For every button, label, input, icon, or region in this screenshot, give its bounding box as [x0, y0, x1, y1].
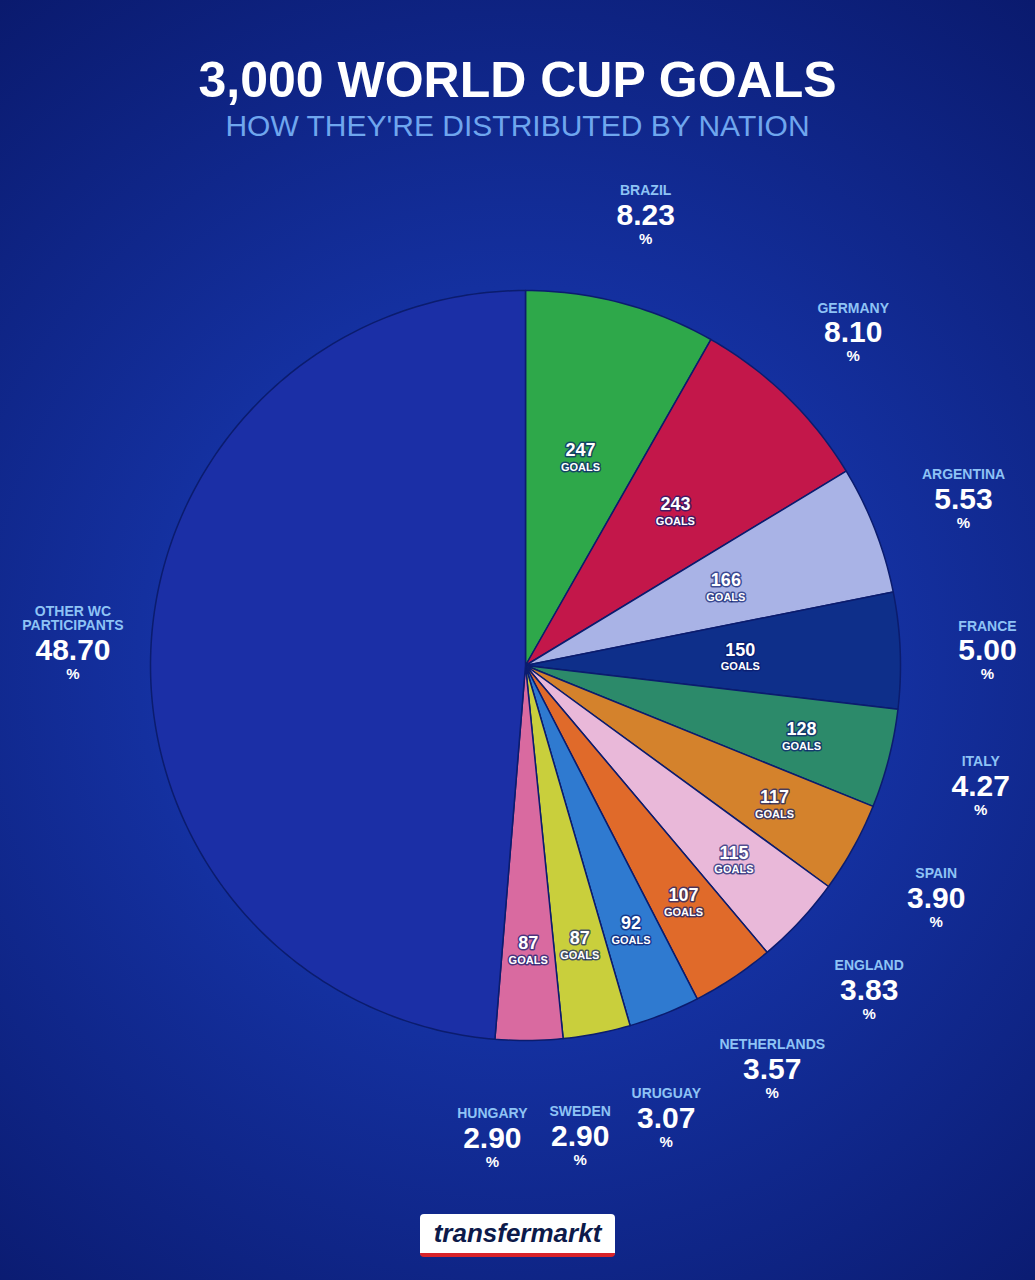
svg-text:BRAZIL: BRAZIL [620, 182, 672, 198]
svg-text:8.23: 8.23 [616, 198, 674, 231]
svg-text:247: 247 [565, 440, 595, 460]
svg-text:%: % [574, 1151, 587, 1168]
svg-text:8.10: 8.10 [824, 315, 882, 348]
svg-text:URUGUAY: URUGUAY [632, 1085, 702, 1101]
svg-text:%: % [974, 801, 987, 818]
html-text:3,000 WORLD CUP GOALS: 3,000 WORLD CUP GOALS [198, 52, 837, 108]
svg-text:117: 117 [760, 787, 789, 807]
svg-text:GOALS: GOALS [706, 591, 745, 603]
svg-text:87: 87 [570, 928, 590, 948]
svg-text:128: 128 [787, 719, 817, 739]
svg-text:ITALY: ITALY [962, 753, 1001, 769]
svg-text:92: 92 [621, 913, 641, 933]
svg-text:%: % [660, 1133, 673, 1150]
svg-text:48.70: 48.70 [35, 633, 110, 666]
html-text:transfermarkt: transfermarkt [433, 1217, 602, 1248]
svg-text:166: 166 [711, 570, 741, 590]
svg-text:2.90: 2.90 [551, 1119, 609, 1152]
svg-text:GOALS: GOALS [714, 863, 753, 875]
svg-text:GOALS: GOALS [664, 906, 703, 918]
svg-text:%: % [957, 514, 970, 531]
svg-text:GERMANY: GERMANY [817, 300, 889, 316]
svg-text:%: % [863, 1005, 876, 1022]
svg-text:GOALS: GOALS [656, 515, 695, 527]
svg-text:NETHERLANDS: NETHERLANDS [719, 1036, 825, 1052]
svg-text:150: 150 [725, 640, 755, 660]
svg-text:3.07: 3.07 [637, 1101, 695, 1134]
svg-text:3.90: 3.90 [907, 881, 965, 914]
svg-text:GOALS: GOALS [560, 949, 599, 961]
svg-text:OTHER WCPARTICIPANTS: OTHER WCPARTICIPANTS [22, 603, 123, 633]
svg-text:87: 87 [518, 933, 538, 953]
svg-text:SPAIN: SPAIN [915, 865, 957, 881]
svg-text:ARGENTINA: ARGENTINA [922, 466, 1005, 482]
svg-text:GOALS: GOALS [611, 934, 650, 946]
svg-text:GOALS: GOALS [721, 660, 760, 672]
svg-text:5.00: 5.00 [958, 633, 1016, 666]
svg-text:GOALS: GOALS [755, 808, 794, 820]
svg-text:%: % [981, 665, 994, 682]
html-text:HOW THEY'RE DISTRIBUTED BY NAT: HOW THEY'RE DISTRIBUTED BY NATION [225, 109, 810, 142]
svg-text:4.27: 4.27 [952, 769, 1010, 802]
svg-text:FRANCE: FRANCE [958, 618, 1016, 634]
svg-text:3.57: 3.57 [743, 1052, 801, 1085]
svg-text:%: % [930, 913, 943, 930]
svg-text:3.83: 3.83 [840, 973, 898, 1006]
svg-text:GOALS: GOALS [509, 954, 548, 966]
svg-text:HUNGARY: HUNGARY [457, 1105, 528, 1121]
svg-text:ENGLAND: ENGLAND [835, 957, 904, 973]
svg-text:107: 107 [669, 885, 699, 905]
svg-text:%: % [66, 665, 79, 682]
svg-text:5.53: 5.53 [934, 482, 992, 515]
svg-text:%: % [486, 1153, 499, 1170]
svg-text:SWEDEN: SWEDEN [549, 1103, 610, 1119]
svg-text:%: % [639, 230, 652, 247]
svg-text:GOALS: GOALS [782, 740, 821, 752]
svg-text:115: 115 [719, 843, 748, 863]
svg-text:243: 243 [660, 494, 690, 514]
svg-text:%: % [766, 1084, 779, 1101]
svg-text:2.90: 2.90 [463, 1121, 521, 1154]
svg-text:GOALS: GOALS [561, 461, 600, 473]
svg-text:%: % [847, 347, 860, 364]
